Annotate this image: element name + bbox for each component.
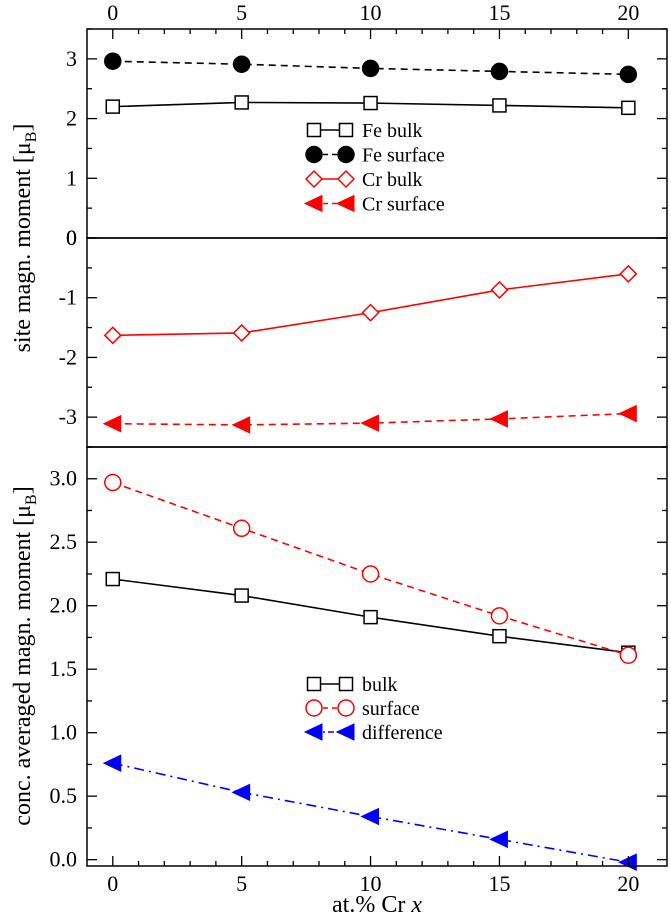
y-tick-label: 1.5 (50, 656, 78, 681)
data-point-cr-surface (618, 404, 637, 423)
data-point-bulk (492, 628, 507, 644)
legend-marker (303, 194, 323, 213)
legend-marker (306, 676, 322, 692)
legend-marker (337, 145, 355, 164)
legend-label: bulk (362, 674, 398, 696)
data-point-cr-bulk (232, 323, 251, 343)
data-point-fe-bulk (234, 95, 249, 110)
x-tick-label-top: 5 (236, 0, 247, 25)
legend-marker (306, 122, 322, 138)
x-tick-label-bottom: 20 (617, 871, 639, 896)
data-point-surface (361, 565, 380, 583)
legend-marker (338, 676, 354, 692)
y-tick-label: 1.0 (50, 720, 78, 745)
legend-marker (335, 194, 355, 213)
y-tick-label: 0.0 (50, 847, 78, 872)
data-point-difference (231, 783, 251, 802)
data-point-surface (104, 473, 122, 492)
x-tick-label-top: 10 (360, 0, 382, 25)
data-point-fe-bulk (363, 95, 378, 111)
x-tick-label-bottom: 0 (107, 871, 118, 896)
data-point-fe-bulk (105, 99, 121, 114)
data-point-cr-surface (231, 416, 251, 434)
data-point-difference (360, 807, 380, 826)
data-point-cr-bulk (361, 303, 380, 322)
data-point-cr-surface (102, 414, 122, 433)
data-point-cr-bulk (103, 326, 122, 345)
y-axis-label-bottom: conc. averaged magn. moment [μB] (10, 486, 40, 825)
y-tick-label: 0 (66, 225, 77, 250)
data-point-bulk (363, 609, 378, 625)
y-tick-label: -1 (59, 285, 77, 310)
y-tick-label: 3.0 (50, 466, 78, 491)
y-tick-label: 2.5 (50, 529, 78, 554)
legend-label: surface (362, 698, 420, 720)
legend-marker (336, 169, 356, 189)
data-point-fe-surface (361, 59, 380, 78)
legend-marker (338, 122, 354, 138)
legend-label: Fe surface (362, 145, 445, 167)
y-tick-label: 0.5 (50, 783, 78, 808)
data-point-cr-surface (489, 410, 508, 428)
y-axis-label-top: site magn. moment [μB] (10, 124, 40, 353)
legend-label: Cr surface (362, 194, 445, 216)
plot-frame-3 (86, 446, 668, 867)
data-point-surface (232, 519, 251, 538)
y-tick-label: 0 (66, 225, 77, 250)
legend-marker (305, 145, 323, 164)
data-point-cr-surface (360, 414, 380, 432)
x-tick-label-top: 20 (617, 0, 639, 25)
data-point-fe-bulk (621, 100, 636, 116)
data-point-fe-surface (232, 55, 251, 73)
x-tick-label-bottom: 5 (236, 871, 247, 896)
legend-label: Fe bulk (362, 120, 423, 142)
y-tick-label: 1 (66, 165, 77, 190)
legend-label: Cr bulk (362, 169, 423, 191)
data-point-difference (102, 754, 122, 772)
legend-marker (305, 699, 323, 717)
x-tick-label-bottom: 15 (488, 871, 510, 896)
x-axis-label: at.% Cr x (332, 892, 422, 916)
legend-label: difference (362, 722, 443, 744)
data-point-fe-surface (619, 65, 638, 84)
data-point-fe-bulk (492, 98, 507, 113)
legend-marker (337, 699, 355, 717)
data-point-fe-surface (104, 52, 122, 70)
x-tick-label-bottom: 10 (360, 871, 382, 896)
data-point-cr-bulk (619, 264, 638, 283)
x-tick-label-top: 15 (488, 0, 510, 25)
y-tick-label: 2.0 (50, 593, 78, 618)
y-tick-label: 2 (66, 106, 77, 131)
legend-marker (303, 723, 323, 741)
legend-marker (304, 169, 324, 189)
y-tick-label: -2 (59, 344, 77, 369)
data-point-surface (619, 646, 638, 664)
data-point-surface (490, 607, 509, 625)
data-point-bulk (234, 588, 249, 603)
y-tick-label: 3 (66, 46, 77, 71)
data-point-cr-bulk (490, 280, 509, 300)
legend-marker (335, 723, 355, 741)
series-line-difference (112, 762, 629, 863)
data-point-difference (489, 830, 508, 849)
data-point-fe-surface (490, 62, 509, 81)
x-tick-label-top: 0 (107, 0, 118, 25)
data-point-bulk (105, 571, 121, 587)
y-tick-label: -3 (59, 404, 77, 429)
